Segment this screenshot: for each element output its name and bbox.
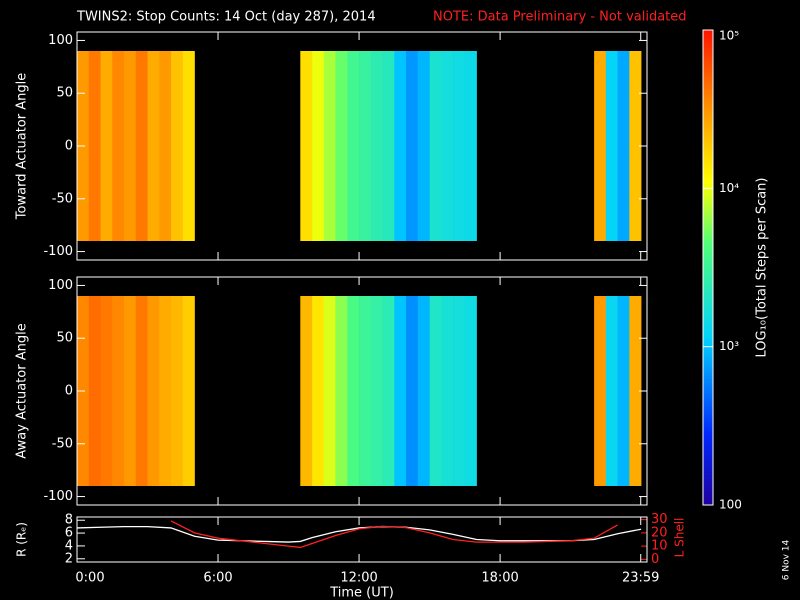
colorbar-tick-label: 10³ — [719, 339, 739, 353]
heatmap-column — [406, 51, 419, 241]
y2-tick-label: 10 — [651, 539, 668, 554]
y-tick-label: 0 — [65, 384, 73, 399]
x-tick-label: 0:00 — [75, 571, 104, 586]
x-axis-title: Time (UT) — [329, 586, 394, 600]
y-tick-label: -50 — [52, 191, 73, 206]
y2-axis-title: L Shell — [673, 518, 687, 558]
heatmap-column — [617, 51, 630, 241]
heatmap-column — [617, 296, 630, 486]
heatmap-column — [347, 51, 360, 241]
heatmap-column — [135, 51, 148, 241]
heatmap-column — [88, 51, 101, 241]
heatmap-column — [182, 296, 195, 486]
heatmap-column — [417, 51, 430, 241]
y-tick-label: 2 — [65, 551, 73, 566]
y2-tick-label: 20 — [651, 525, 668, 540]
heatmap-column — [359, 296, 372, 486]
heatmap-column — [359, 51, 372, 241]
series-line — [170, 520, 618, 549]
colorbar-title: LOG₁₀(Total Steps per Scan) — [755, 178, 770, 358]
heatmap-column — [370, 51, 383, 241]
title: TWINS2: Stop Counts: 14 Oct (day 287), 2… — [76, 10, 376, 25]
heatmap-column — [453, 296, 466, 486]
heatmap-column — [171, 296, 184, 486]
y-tick-label: -50 — [52, 436, 73, 451]
heatmap-column — [347, 296, 360, 486]
heatmap-column — [182, 51, 195, 241]
heatmap-column — [312, 51, 325, 241]
heatmap-column — [171, 51, 184, 241]
heatmap-column — [453, 51, 466, 241]
heatmap-column — [382, 51, 395, 241]
y-tick-label: 50 — [56, 86, 73, 101]
colorbar — [702, 29, 714, 506]
y-tick-label: 100 — [48, 33, 73, 48]
y-tick-label: -100 — [43, 489, 73, 504]
heatmap-column — [394, 296, 407, 486]
heatmap-column — [112, 51, 125, 241]
heatmap-column — [594, 51, 607, 241]
heatmap-column — [147, 296, 160, 486]
y-tick-label: -100 — [43, 244, 73, 259]
heatmap-column — [406, 296, 419, 486]
heatmap-column — [159, 51, 172, 241]
series-line — [76, 525, 642, 543]
heatmap-column — [124, 51, 137, 241]
heatmap-column — [88, 296, 101, 486]
heatmap-column — [417, 296, 430, 486]
x-tick-label: 6:00 — [203, 571, 232, 586]
heatmap-column — [441, 51, 454, 241]
heatmap-column — [382, 296, 395, 486]
heatmap-column — [159, 296, 172, 486]
y2-tick-label: 0 — [651, 552, 659, 567]
heatmap-column — [300, 51, 313, 241]
y-tick-label: 6 — [65, 526, 73, 541]
heatmap-column — [629, 296, 642, 486]
heatmap-column — [605, 296, 618, 486]
heatmap-column — [124, 296, 137, 486]
y-axis-title: R (Rₑ) — [15, 522, 29, 557]
note: NOTE: Data Preliminary - Not validated — [433, 10, 687, 25]
colorbar-tick-label: 10⁵ — [719, 29, 739, 43]
heatmap-column — [429, 51, 442, 241]
y2-tick-label: 30 — [651, 512, 668, 527]
heatmap-column — [100, 296, 113, 486]
heatmap-column — [629, 51, 642, 241]
y-tick-label: 4 — [65, 538, 73, 553]
heatmap-column — [323, 296, 336, 486]
heatmap-column — [112, 296, 125, 486]
heatmap-column — [594, 296, 607, 486]
y-axis-title: Toward Actuator Angle — [15, 73, 30, 220]
heatmap-column — [394, 51, 407, 241]
heatmap-column — [605, 51, 618, 241]
colorbar-tick-label: 100 — [719, 498, 742, 512]
colorbar-tick-label: 10⁴ — [719, 181, 739, 195]
y-tick-label: 8 — [65, 513, 73, 528]
x-tick-label: 12:00 — [340, 571, 377, 586]
heatmap-column — [147, 51, 160, 241]
heatmap-column — [312, 296, 325, 486]
heatmap-column — [323, 51, 336, 241]
heatmap-column — [370, 296, 383, 486]
heatmap-column — [335, 51, 348, 241]
plot-frame — [76, 516, 648, 563]
heatmap-column — [100, 51, 113, 241]
heatmap-column — [429, 296, 442, 486]
x-tick-label: 23:59 — [622, 571, 659, 586]
y-tick-label: 50 — [56, 331, 73, 346]
heatmap-column — [335, 296, 348, 486]
heatmap-column — [135, 296, 148, 486]
heatmap-column — [441, 296, 454, 486]
y-tick-label: 0 — [65, 139, 73, 154]
date-stamp: 6 Nov 14 — [782, 539, 792, 580]
y-tick-label: 100 — [48, 278, 73, 293]
heatmap-column — [300, 296, 313, 486]
y-axis-title: Away Actuator Angle — [15, 323, 30, 458]
heatmap-column — [464, 296, 477, 486]
heatmap-column — [464, 51, 477, 241]
x-tick-label: 18:00 — [481, 571, 518, 586]
